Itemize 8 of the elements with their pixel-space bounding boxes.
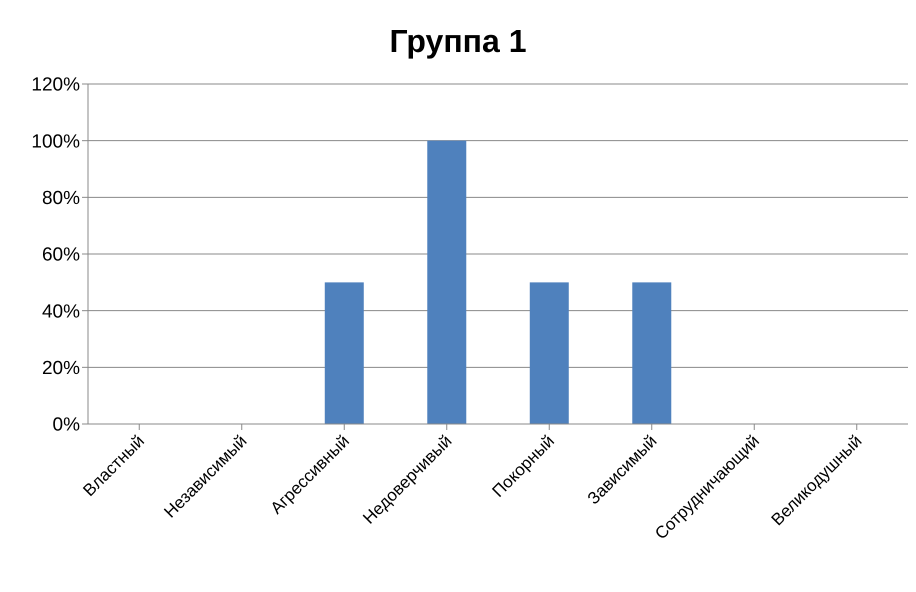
y-tick-label: 60% [42,244,80,266]
y-tick-label: 80% [42,188,80,210]
y-tick-label: 100% [31,131,80,152]
y-tick-label: 120% [31,74,80,96]
y-tick-label: 0% [52,414,80,436]
chart-title: Группа 1 [388,22,528,61]
y-tick-label: 40% [42,301,80,322]
y-tick-label: 20% [42,358,80,380]
